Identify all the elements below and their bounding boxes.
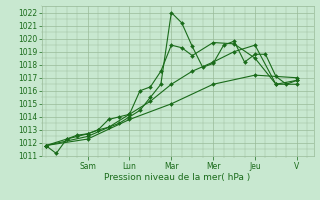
X-axis label: Pression niveau de la mer( hPa ): Pression niveau de la mer( hPa ) [104, 173, 251, 182]
